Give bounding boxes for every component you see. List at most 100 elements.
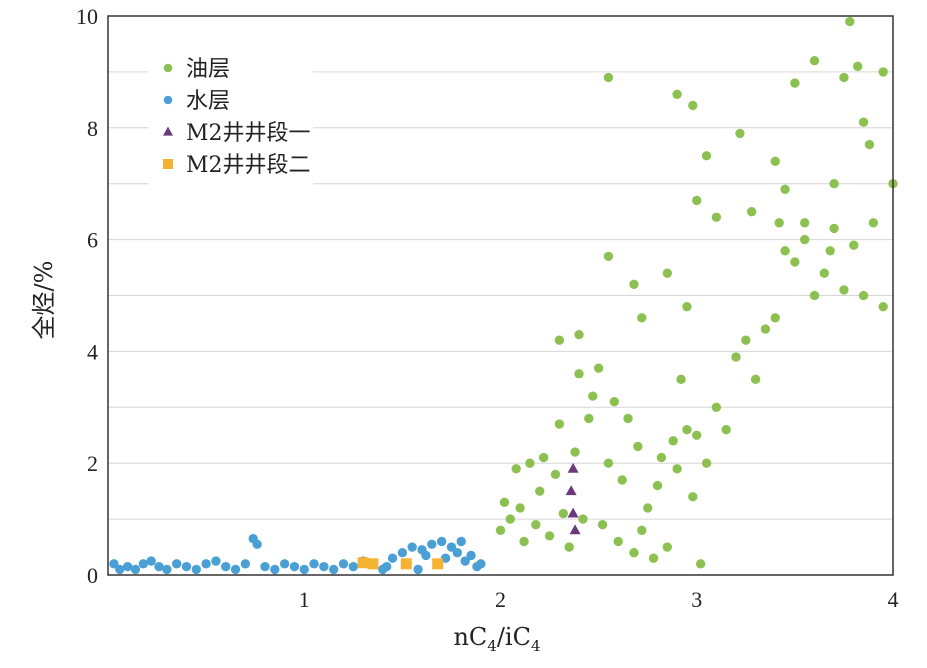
data-point bbox=[400, 558, 412, 570]
data-point bbox=[809, 290, 820, 301]
data-point bbox=[554, 335, 565, 345]
data-point bbox=[162, 564, 172, 575]
data-point bbox=[539, 452, 549, 463]
data-point bbox=[191, 564, 201, 575]
data-point bbox=[692, 430, 702, 440]
data-point bbox=[115, 564, 125, 575]
legend-marker bbox=[163, 159, 173, 169]
data-point bbox=[747, 206, 757, 217]
data-point bbox=[770, 313, 780, 323]
data-point bbox=[130, 564, 141, 575]
data-point bbox=[499, 497, 510, 508]
legend-label: M2井井段一 bbox=[186, 121, 311, 146]
data-point bbox=[609, 397, 619, 407]
x-tick-label: 4 bbox=[888, 587, 899, 612]
data-point bbox=[460, 556, 470, 566]
data-point bbox=[662, 542, 672, 552]
data-point bbox=[270, 564, 280, 575]
data-point bbox=[554, 419, 565, 429]
data-point bbox=[154, 561, 164, 572]
data-point bbox=[878, 302, 888, 312]
data-point bbox=[531, 520, 541, 530]
data-point bbox=[800, 218, 810, 228]
data-point bbox=[181, 561, 192, 572]
data-point bbox=[800, 234, 810, 245]
data-point bbox=[868, 218, 879, 228]
x-axis-title-sub2: 4 bbox=[531, 637, 541, 655]
data-point bbox=[421, 550, 431, 561]
data-point bbox=[588, 391, 598, 401]
data-point bbox=[672, 89, 682, 99]
x-tick-label: 1 bbox=[299, 587, 310, 612]
data-point bbox=[711, 402, 722, 412]
data-point bbox=[427, 539, 437, 549]
data-point bbox=[569, 524, 581, 535]
data-point bbox=[567, 462, 579, 473]
data-point bbox=[138, 559, 148, 569]
data-point bbox=[407, 542, 417, 552]
data-point bbox=[692, 195, 702, 206]
data-point bbox=[558, 508, 568, 519]
data-point bbox=[565, 485, 577, 496]
legend-label: 水层 bbox=[186, 89, 230, 114]
data-point bbox=[511, 464, 521, 474]
data-point bbox=[466, 550, 476, 561]
data-point bbox=[413, 564, 423, 575]
y-tick-label: 8 bbox=[87, 116, 98, 141]
data-point bbox=[849, 240, 859, 250]
data-point bbox=[711, 212, 722, 222]
data-point bbox=[440, 553, 451, 563]
series-group bbox=[495, 16, 898, 569]
data-point bbox=[367, 558, 379, 570]
data-point bbox=[682, 302, 692, 312]
y-tick-label: 10 bbox=[76, 4, 98, 29]
data-point bbox=[774, 218, 784, 228]
data-point bbox=[688, 492, 698, 502]
data-point bbox=[230, 564, 241, 575]
data-point bbox=[201, 559, 211, 569]
data-point bbox=[221, 561, 231, 572]
legend-marker bbox=[163, 95, 173, 105]
y-tick-label: 0 bbox=[87, 563, 98, 588]
data-point bbox=[688, 100, 698, 111]
data-point bbox=[505, 514, 515, 524]
data-point bbox=[662, 268, 672, 278]
data-point bbox=[829, 223, 839, 234]
data-point bbox=[760, 324, 771, 334]
data-point bbox=[652, 480, 663, 491]
data-point bbox=[603, 458, 614, 468]
data-point bbox=[637, 313, 647, 323]
data-point bbox=[240, 559, 251, 569]
series-group bbox=[565, 462, 581, 535]
legend-label: 油层 bbox=[186, 57, 230, 82]
data-point bbox=[731, 352, 741, 362]
data-point bbox=[629, 279, 639, 289]
data-point bbox=[382, 561, 392, 572]
data-point bbox=[829, 179, 839, 189]
data-point bbox=[109, 559, 119, 569]
data-point bbox=[476, 559, 486, 569]
data-point bbox=[825, 246, 835, 256]
data-point bbox=[721, 424, 731, 435]
data-point bbox=[544, 531, 555, 541]
data-point bbox=[525, 458, 535, 468]
legend-marker bbox=[163, 126, 173, 136]
data-point bbox=[696, 559, 706, 569]
legend-box bbox=[148, 48, 313, 188]
data-point bbox=[432, 558, 444, 570]
data-point bbox=[456, 536, 466, 547]
data-point bbox=[452, 547, 463, 558]
data-point bbox=[858, 290, 869, 301]
y-axis-title: 全烃/% bbox=[30, 261, 58, 340]
data-point bbox=[839, 72, 849, 83]
data-point bbox=[819, 268, 829, 278]
data-point bbox=[550, 469, 561, 480]
data-point bbox=[643, 503, 653, 513]
data-point bbox=[617, 475, 627, 485]
data-point bbox=[299, 564, 309, 575]
data-point bbox=[578, 514, 588, 524]
data-point bbox=[809, 56, 820, 66]
data-point bbox=[357, 557, 369, 569]
x-tick-label: 3 bbox=[691, 587, 702, 612]
